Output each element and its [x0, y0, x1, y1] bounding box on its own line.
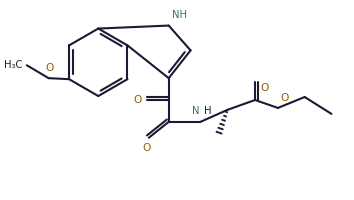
Text: H₃C: H₃C	[5, 60, 23, 70]
Text: O: O	[143, 143, 151, 153]
Text: H: H	[205, 106, 212, 116]
Text: O: O	[281, 93, 289, 103]
Text: O: O	[45, 63, 54, 73]
Text: N: N	[192, 106, 200, 116]
Text: O: O	[260, 83, 268, 93]
Text: NH: NH	[172, 10, 187, 20]
Text: O: O	[133, 95, 142, 105]
